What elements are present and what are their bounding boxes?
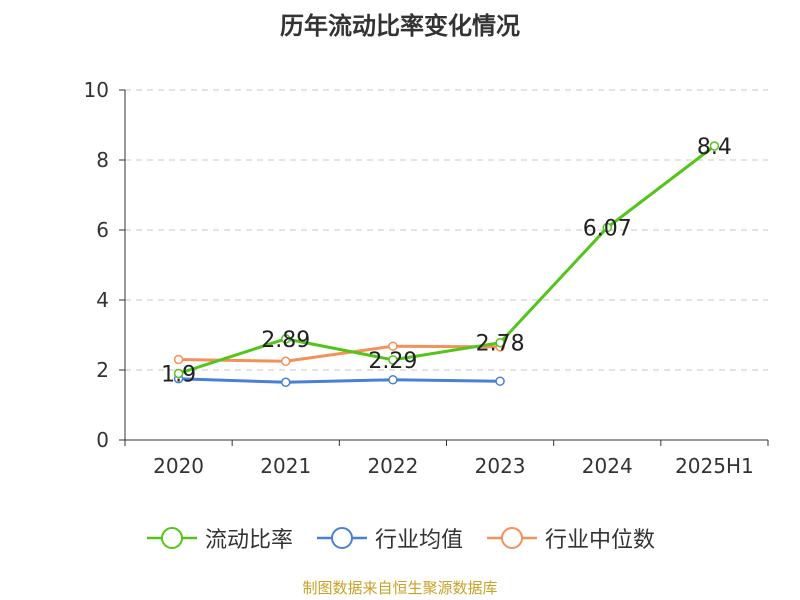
legend-item-3[interactable]: 行业中位数: [485, 522, 655, 554]
data-point: [495, 376, 505, 386]
data-label: 2.78: [476, 332, 525, 357]
legend-swatch-icon: [487, 527, 537, 549]
data-point: [388, 375, 398, 385]
y-tick-label: 8: [96, 148, 109, 172]
data-point: [173, 368, 184, 379]
data-label: 1.9: [161, 363, 196, 388]
data-point: [281, 334, 291, 344]
legend-label: 流动比率: [204, 528, 293, 553]
data-point: [281, 377, 291, 387]
chart-title: 历年流动比率变化情况: [280, 12, 520, 40]
x-tick-label: 2025H1: [675, 454, 754, 478]
legend-item-1[interactable]: 流动比率: [145, 522, 293, 554]
y-tick-label: 6: [96, 218, 109, 242]
x-tick-label: 2023: [475, 454, 526, 478]
data-label: 2.89: [261, 328, 310, 353]
data-source-note: 制图数据来自恒生聚源数据库: [302, 579, 498, 597]
series-line-1: [178, 144, 716, 375]
series-line-3: [178, 344, 501, 363]
legend-label: 行业中位数: [545, 528, 656, 553]
x-tick-label: 2024: [582, 454, 633, 478]
x-tick-label: 2021: [260, 454, 311, 478]
y-tick-label: 0: [96, 428, 109, 452]
data-point: [602, 222, 612, 233]
data-point: [388, 355, 398, 365]
x-tick-label: 2022: [367, 454, 418, 478]
data-label: 8.4: [697, 135, 732, 160]
chart-legend: 流动比率 行业均值 行业中位数: [0, 522, 800, 554]
data-point: [388, 341, 398, 351]
y-tick-label: 4: [96, 288, 109, 312]
data-label: 6.07: [583, 217, 632, 242]
data-point: [173, 354, 184, 365]
legend-label: 行业均值: [374, 528, 463, 553]
x-tick-label: 2020: [153, 454, 204, 478]
legend-swatch-icon: [316, 527, 367, 549]
y-tick-label: 2: [96, 358, 109, 382]
legend-swatch-icon: [146, 527, 197, 549]
legend-item-2[interactable]: 行业均值: [315, 522, 463, 554]
y-tick-label: 10: [84, 78, 109, 102]
data-label: 2.29: [368, 349, 417, 374]
data-point: [281, 356, 291, 366]
data-point: [709, 141, 720, 151]
data-point: [495, 337, 505, 348]
series-line-2: [178, 377, 501, 384]
